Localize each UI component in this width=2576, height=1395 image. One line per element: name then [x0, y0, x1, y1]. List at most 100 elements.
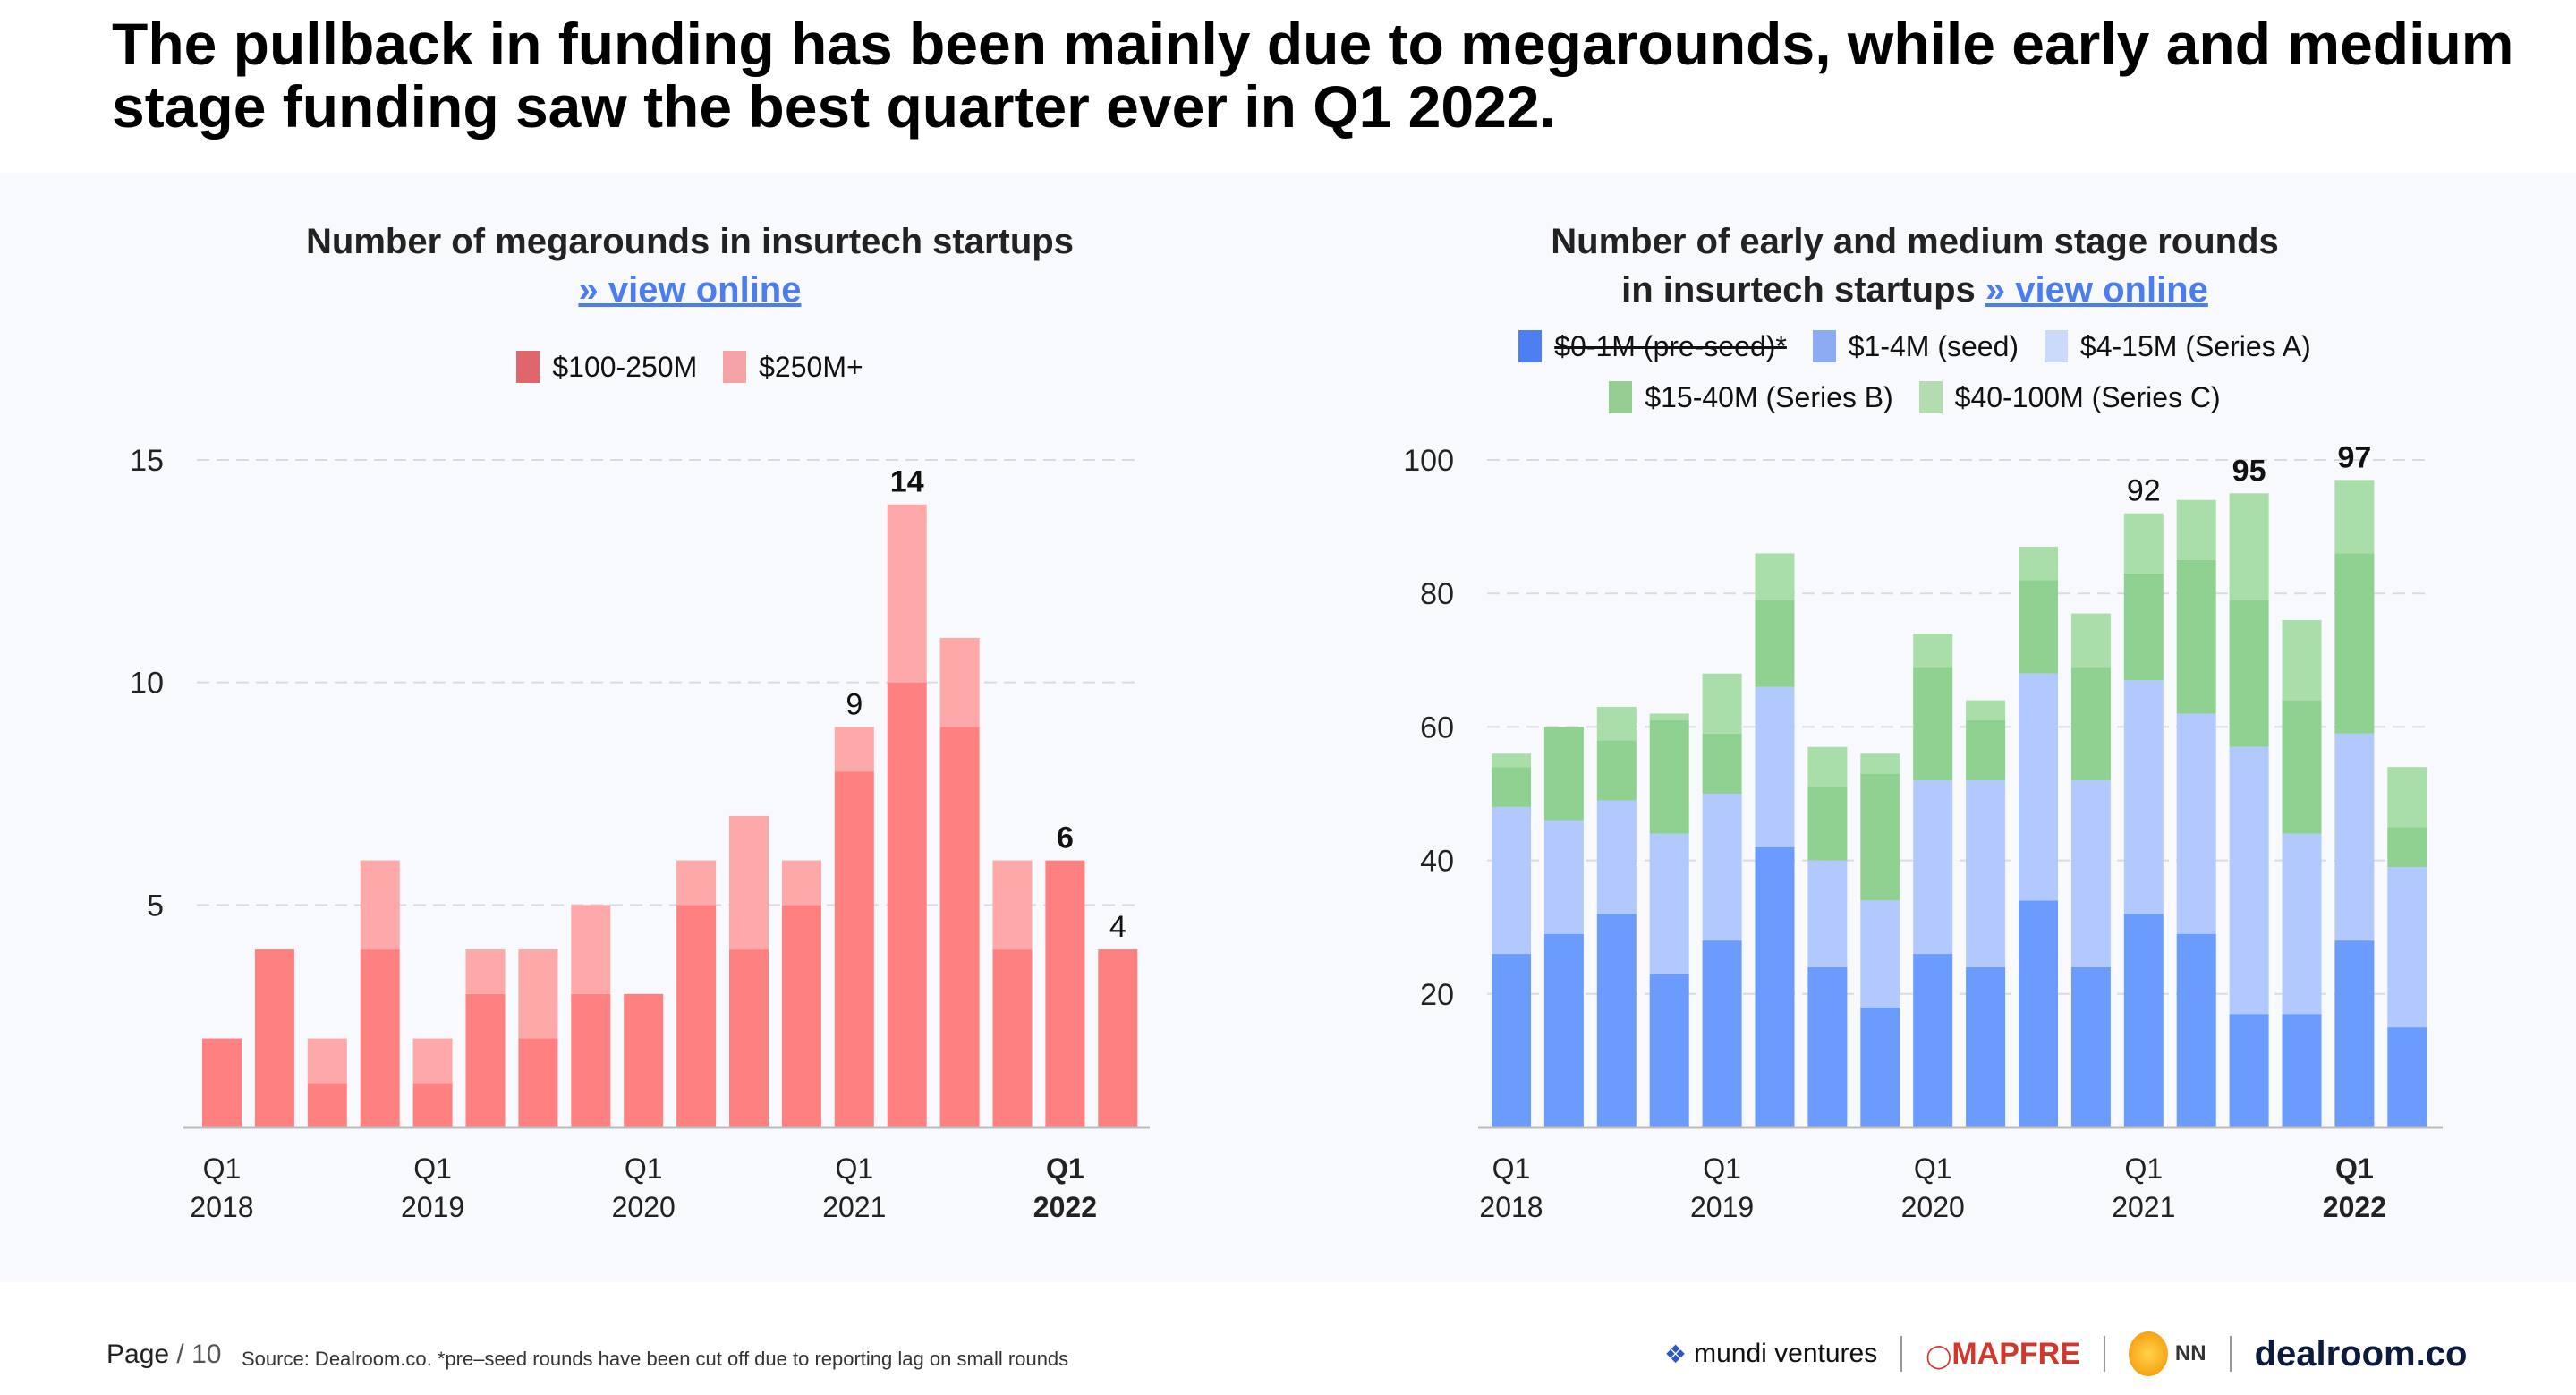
right-chart-title-block: Number of early and medium stage rounds …	[1467, 217, 2362, 314]
legend-item-100-250m: $100-250M	[516, 344, 697, 389]
x-tick-year: 2020	[1901, 1191, 1965, 1223]
left-view-online-link[interactable]: » view online	[578, 270, 802, 310]
bar-segment	[2334, 553, 2375, 734]
bar-segment	[834, 771, 874, 1127]
y-tick-label: 20	[1420, 978, 1454, 1012]
bar-segment	[834, 727, 874, 772]
left-chart-title: Number of megarounds in insurtech startu…	[306, 222, 1074, 261]
bar-segment	[2387, 827, 2427, 868]
legend-swatch	[723, 351, 747, 383]
bar-segment	[624, 993, 664, 1127]
bar-segment	[1966, 780, 2006, 967]
bar-segment	[1596, 707, 1637, 741]
bar-segment	[2176, 499, 2216, 560]
bar-segment	[1702, 673, 1742, 734]
data-label: 6	[1057, 821, 1074, 855]
bar-segment	[202, 1038, 242, 1127]
bar-segment	[939, 727, 980, 1127]
bar-segment	[2229, 746, 2269, 1015]
bar-segment	[1098, 949, 1138, 1127]
nn-logo: NN	[2128, 1331, 2206, 1376]
legend-item-series-b: $15-40M (Series B)	[1609, 375, 1893, 420]
data-label: 4	[1109, 910, 1126, 944]
left-chart-title-block: Number of megarounds in insurtech startu…	[242, 217, 1137, 314]
bar-segment	[2334, 940, 2375, 1127]
bar-segment	[1755, 553, 1795, 600]
bar-segment	[2387, 767, 2427, 828]
x-tick-quarter: Q1	[2335, 1153, 2374, 1185]
bar-segment	[518, 1038, 558, 1127]
legend-label: $100-250M	[552, 351, 698, 383]
bar-segment	[2176, 559, 2216, 714]
x-tick-year: 2019	[401, 1191, 464, 1223]
data-label: 14	[890, 465, 924, 499]
dealroom-logo: dealroom.co	[2254, 1333, 2468, 1374]
y-tick-label: 5	[147, 889, 164, 923]
legend-swatch	[1918, 381, 1943, 413]
bar-segment	[781, 860, 821, 906]
y-tick-label: 10	[130, 667, 164, 701]
x-tick-year: 2021	[2112, 1191, 2175, 1223]
legend-label: $15-40M (Series B)	[1645, 381, 1893, 413]
bar-segment	[2387, 867, 2427, 1028]
bar-segment	[729, 949, 769, 1127]
bar-segment	[2229, 1014, 2269, 1127]
bar-segment	[1755, 686, 1795, 847]
x-tick-year: 2020	[612, 1191, 676, 1223]
bar-segment	[1543, 727, 1584, 821]
x-tick-quarter: Q1	[413, 1153, 452, 1185]
bar-segment	[1966, 719, 2006, 781]
x-tick-quarter: Q1	[1914, 1153, 1952, 1185]
legend-item-series-c: $40-100M (Series C)	[1918, 375, 2221, 420]
mundi-text: mundi ventures	[1694, 1339, 1878, 1368]
bar-segment	[1755, 600, 1795, 687]
bar-segment	[1807, 966, 1848, 1127]
bar-segment	[939, 637, 980, 727]
page-indicator: Page / 10	[106, 1340, 221, 1370]
bar-segment	[2123, 914, 2164, 1127]
bar-segment	[1045, 860, 1085, 1127]
bar-segment	[1755, 846, 1795, 1127]
x-tick-year: 2018	[1479, 1191, 1543, 1223]
right-view-online-link[interactable]: » view online	[1985, 270, 2208, 310]
x-tick-year: 2018	[190, 1191, 253, 1223]
bar-segment	[1649, 974, 1689, 1127]
legend-label: $40-100M (Series C)	[1954, 381, 2221, 413]
data-label: 95	[2232, 454, 2266, 488]
bar-segment	[1702, 733, 1742, 794]
bar-segment	[465, 949, 506, 994]
x-tick-quarter: Q1	[1492, 1153, 1531, 1185]
bar-segment	[1543, 933, 1584, 1127]
data-label: 97	[2337, 440, 2371, 474]
bar-segment	[518, 949, 558, 1039]
bar-segment	[2282, 833, 2322, 1015]
bar-segment	[2123, 573, 2164, 681]
bar-segment	[676, 860, 717, 906]
nn-lion-icon	[2128, 1331, 2168, 1376]
bar-segment	[1913, 780, 1953, 955]
legend-swatch	[1609, 381, 1633, 413]
bar-segment	[412, 1083, 453, 1127]
legend-label: $4-15M (Series A)	[2079, 330, 2311, 362]
bar-segment	[781, 905, 821, 1127]
legend-item-seed: $1-4M (seed)	[1812, 324, 2019, 369]
bar-segment	[1702, 940, 1742, 1127]
bar-segment	[887, 682, 927, 1127]
x-tick-quarter: Q1	[1046, 1153, 1084, 1185]
bar-segment	[360, 860, 400, 950]
bar-segment	[1807, 860, 1848, 967]
mapfre-text: MAPFRE	[1951, 1336, 2080, 1371]
mundi-ventures-logo: ❖ mundi ventures	[1664, 1339, 1877, 1369]
bar-segment	[676, 905, 717, 1127]
bar-segment	[1649, 719, 1689, 834]
bar-segment	[992, 949, 1033, 1127]
bar-segment	[2019, 900, 2058, 1127]
right-legend: $0-1M (pre-seed)* $1-4M (seed) $4-15M (S…	[1467, 324, 2362, 426]
mapfre-icon: ◯	[1926, 1341, 1952, 1369]
left-legend: $100-250M $250M+	[242, 344, 1137, 396]
bar-segment	[1966, 700, 2006, 720]
bar-segment	[2019, 580, 2058, 674]
legend-swatch	[516, 351, 540, 383]
bar-segment	[1860, 753, 1900, 774]
